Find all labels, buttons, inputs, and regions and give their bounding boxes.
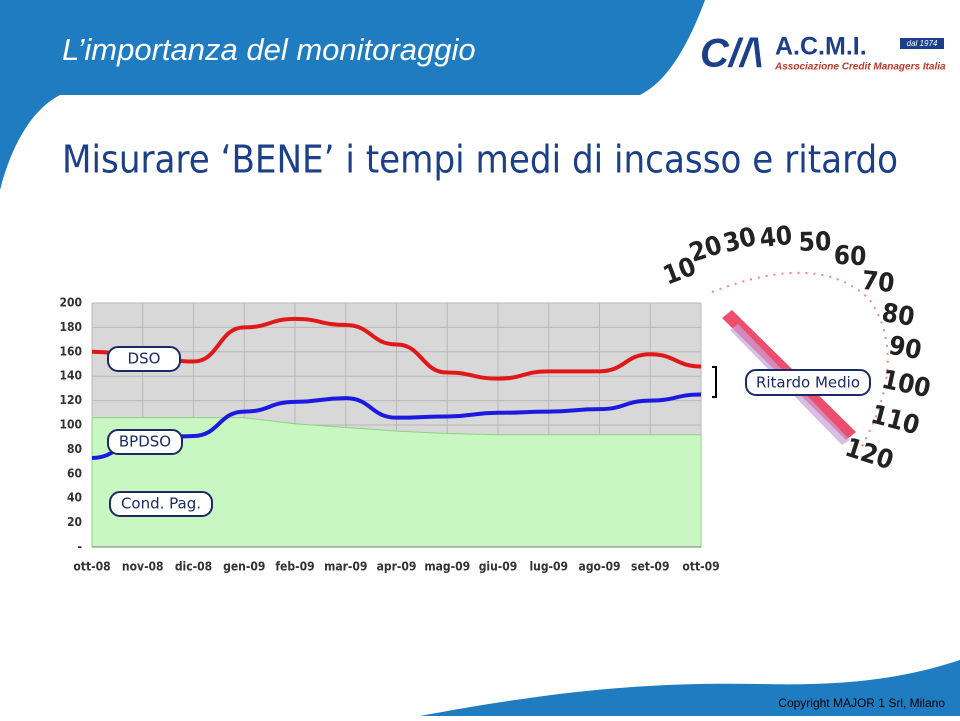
x-tick-label: mag-09 — [424, 560, 470, 574]
gauge-number: 120 — [841, 433, 897, 477]
gauge-number: 50 — [798, 227, 831, 258]
y-tick-label: 120 — [59, 393, 82, 407]
subtitle: Misurare ‘BENE’ i tempi medi di incasso … — [62, 138, 898, 182]
x-tick-label: feb-09 — [275, 560, 314, 574]
x-tick-label: nov-08 — [122, 560, 164, 574]
y-tick-label: 180 — [59, 320, 82, 334]
footer-wave — [420, 660, 960, 716]
legend-label: DSO — [128, 350, 161, 368]
x-tick-label: apr-09 — [377, 560, 417, 574]
gauge-number: 40 — [758, 221, 794, 254]
gauge-number: 70 — [860, 266, 896, 299]
y-tick-label: 160 — [59, 344, 82, 358]
gauge-scale — [711, 271, 889, 451]
gauge-number: 110 — [868, 400, 923, 442]
y-tick-label: 100 — [59, 418, 82, 432]
logo-tagline: Associazione Credit Managers Italia — [774, 62, 946, 73]
legend-box — [107, 346, 181, 372]
gauge-number: 100 — [879, 365, 933, 404]
gauge-label: Ritardo Medio — [756, 374, 860, 392]
y-tick-label: 20 — [67, 515, 82, 529]
gauge-number: 30 — [720, 222, 759, 259]
legend-label: Cond. Pag. — [121, 495, 201, 513]
logo: C//\ A.C.M.I. dal 1974 Associazione Cred… — [700, 32, 946, 76]
bracket — [712, 366, 717, 398]
copyright: Copyright MAJOR 1 Srl, Milano — [778, 696, 945, 710]
legend-box — [109, 491, 213, 517]
x-tick-label: ott-09 — [682, 560, 719, 574]
x-tick-label: ago-09 — [579, 560, 621, 574]
y-tick-label: 60 — [67, 466, 82, 480]
y-tick-label: 200 — [59, 296, 82, 310]
legend-box — [107, 429, 183, 455]
y-tick-label: 40 — [67, 491, 82, 505]
x-tick-label: gen-09 — [223, 560, 265, 574]
legend-label: BPDSO — [119, 433, 171, 451]
x-tick-label: set-09 — [631, 560, 669, 574]
x-tick-label: dic-08 — [175, 560, 212, 574]
chart: - 20 40 60 80 100 120 140 160 180 200 ott-08 nov-08 d… — [59, 296, 719, 574]
logo-name: A.C.M.I. — [775, 33, 867, 61]
header-banner — [0, 0, 705, 190]
y-tick-label: 80 — [67, 442, 82, 456]
line — [91, 392, 702, 460]
x-tick-label: giu-09 — [479, 560, 518, 574]
logo-since: dal 1974 — [907, 39, 938, 48]
y-tick-label: - — [78, 540, 82, 554]
logo-mark: C//\ — [700, 32, 762, 76]
x-tick-label: lug-09 — [529, 560, 568, 574]
gauge-number: 90 — [886, 331, 923, 366]
logo-badge — [900, 38, 944, 49]
gauge-number: 80 — [880, 298, 917, 333]
x-tick-label: ott-08 — [73, 560, 110, 574]
title: L’importanza del monitoraggio — [62, 32, 476, 67]
x-tick-label: mar-09 — [324, 560, 367, 574]
y-tick-label: 140 — [59, 369, 82, 383]
gauge-label-box — [745, 369, 871, 396]
gauge-number: 60 — [833, 241, 867, 273]
area — [91, 417, 702, 548]
line — [91, 316, 702, 381]
